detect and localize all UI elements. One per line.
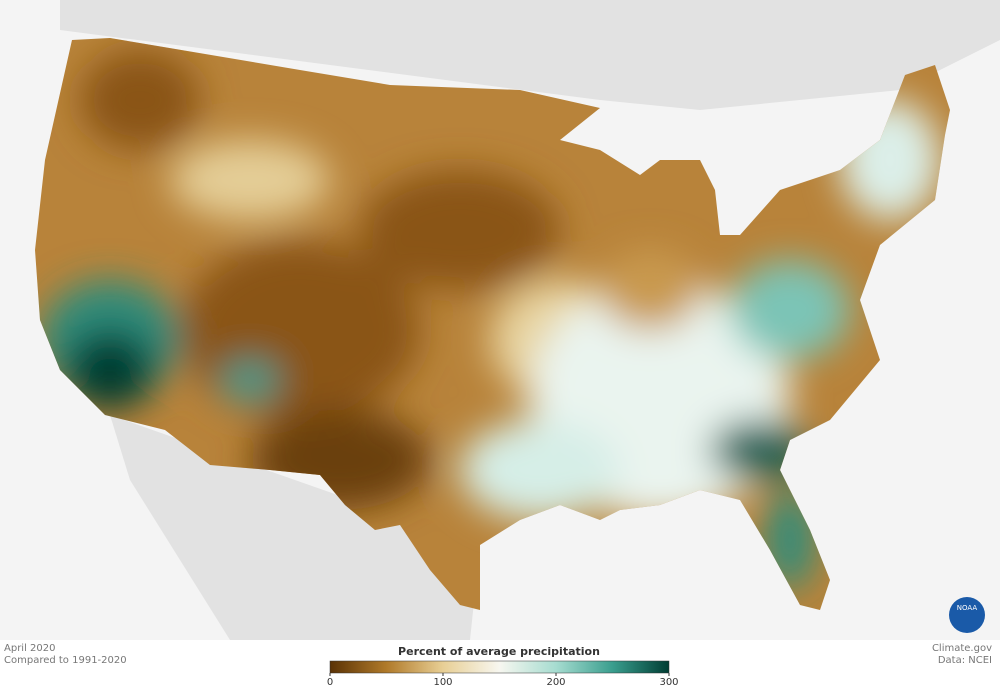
canada (60, 0, 1000, 110)
baseline: Compared to 1991-2020 (4, 655, 127, 666)
tick-label: 200 (546, 677, 565, 688)
tick-label: 0 (327, 677, 333, 688)
precip-field (35, 38, 950, 610)
legend-title: Percent of average precipitation (398, 645, 600, 658)
source: Data: NCEI (938, 655, 992, 666)
tick-label: 100 (433, 677, 452, 688)
mexico (110, 415, 480, 640)
logo-text: NOAA (957, 604, 978, 612)
colorbar (329, 660, 670, 674)
tick-label: 300 (659, 677, 678, 688)
credit: Climate.gov (932, 643, 992, 654)
noaa-logo (949, 597, 985, 633)
date: April 2020 (4, 643, 55, 654)
